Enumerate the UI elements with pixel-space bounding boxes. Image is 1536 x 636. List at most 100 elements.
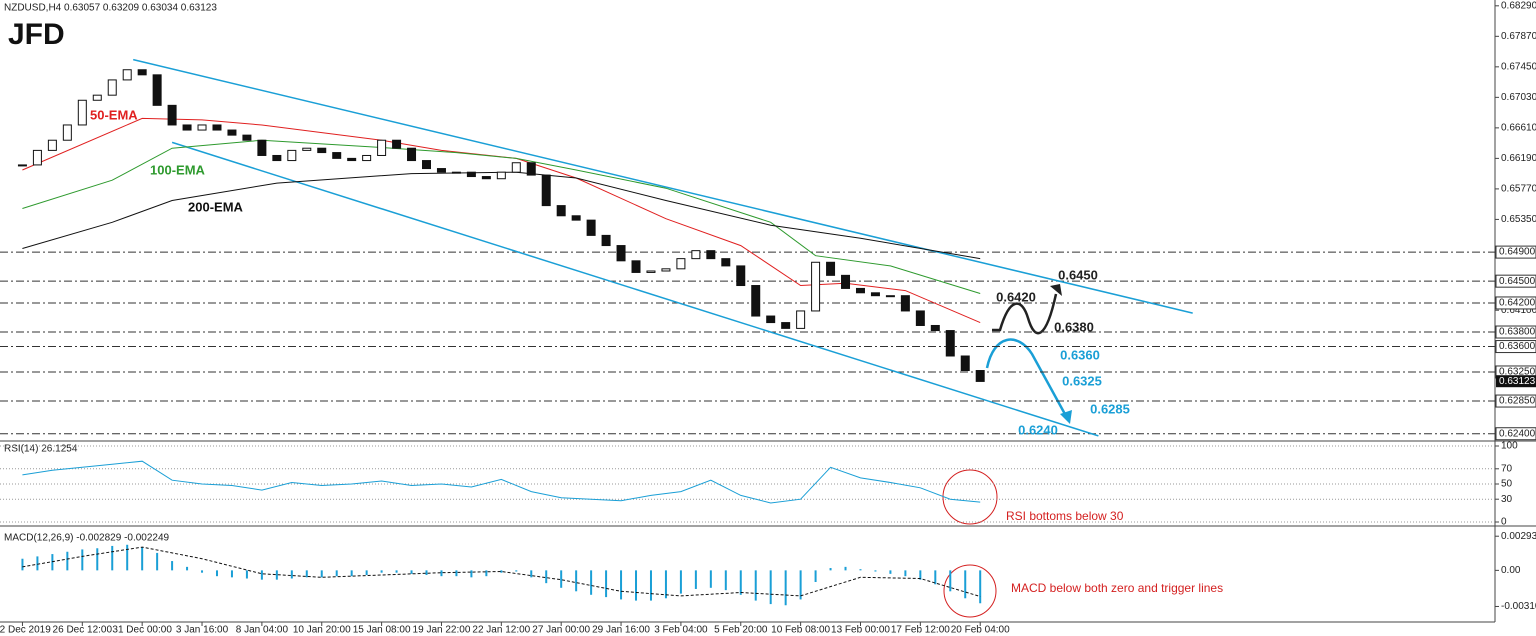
- y-tick-label: 100: [1501, 441, 1518, 452]
- candle: [392, 139, 402, 149]
- rsi-line: [22, 460, 981, 504]
- macd-bar: [440, 570, 443, 577]
- level-label: 0.62850: [1499, 396, 1536, 407]
- x-tick-label: 20 Feb 04:00: [951, 625, 1010, 636]
- candle: [676, 258, 686, 270]
- level-annotation: 0.6325: [1062, 373, 1102, 388]
- scenario-arrow: [992, 293, 1058, 335]
- y-tick-label: 0.00: [1501, 565, 1521, 576]
- macd-bar: [590, 570, 593, 595]
- candle: [900, 295, 910, 312]
- macd-bar: [395, 570, 398, 573]
- candle: [197, 124, 207, 131]
- price-box: [1496, 375, 1536, 388]
- macd-bar: [964, 570, 967, 599]
- y-tick-label: 0.65770: [1501, 184, 1536, 195]
- candle: [601, 234, 611, 247]
- candle: [287, 149, 297, 162]
- macd-bar: [784, 570, 787, 606]
- x-tick-label: 8 Jan 04:00: [236, 625, 289, 636]
- macd-bar: [410, 570, 413, 574]
- candle: [960, 355, 970, 372]
- candle: [706, 250, 716, 260]
- macd-bar: [575, 570, 578, 592]
- candle: [167, 104, 177, 126]
- level-annotation: 0.6360: [1060, 347, 1100, 362]
- macd-bar: [275, 570, 278, 580]
- y-tick-label: 30: [1501, 494, 1513, 505]
- macd-bar: [859, 569, 862, 571]
- candle: [811, 261, 821, 312]
- macd-bar: [620, 570, 623, 600]
- candle: [616, 245, 626, 262]
- candle: [631, 260, 641, 273]
- macd-bar: [919, 570, 922, 580]
- candle: [481, 176, 491, 180]
- channel-line: [171, 141, 1099, 437]
- level-annotation: 0.6240: [1018, 422, 1058, 437]
- candle: [691, 250, 701, 260]
- channel-line: [133, 58, 1193, 314]
- candle: [182, 124, 192, 131]
- level-label: 0.63600: [1499, 341, 1536, 352]
- level-box: [1495, 394, 1536, 408]
- level-box: [1495, 340, 1536, 354]
- macd-bar: [485, 570, 488, 577]
- candle: [436, 168, 446, 173]
- macd-bar: [335, 570, 338, 577]
- candle: [870, 292, 880, 297]
- candle: [721, 258, 731, 267]
- candle: [77, 99, 87, 126]
- candle: [332, 152, 342, 159]
- candle: [781, 322, 791, 329]
- annotation: RSI bottoms below 30: [1006, 509, 1124, 523]
- macd-bar: [245, 570, 248, 579]
- candle: [122, 69, 132, 81]
- scenario-arrow: [985, 338, 1068, 417]
- macd-bar: [201, 570, 204, 573]
- level-label: 0.64900: [1499, 247, 1536, 258]
- macd-bar: [230, 570, 233, 578]
- macd-bar: [290, 570, 293, 579]
- macd-bar: [560, 570, 563, 588]
- ema-line: [22, 117, 981, 324]
- rsi-title: RSI(14) 26.1254: [4, 444, 78, 455]
- candle: [586, 219, 596, 236]
- macd-bar: [694, 570, 697, 589]
- candle: [466, 171, 476, 178]
- logo: JFD: [8, 18, 65, 51]
- macd-bar: [380, 570, 383, 573]
- candle: [751, 285, 761, 317]
- candle: [915, 310, 925, 326]
- x-tick-label: 3 Jan 16:00: [176, 625, 229, 636]
- macd-bar: [156, 552, 159, 571]
- candle: [451, 171, 461, 174]
- candle: [526, 162, 536, 176]
- candle: [362, 154, 372, 162]
- level-box: [1495, 296, 1536, 310]
- macd-bar: [844, 566, 847, 571]
- macd-bar: [949, 570, 952, 592]
- macd-bar: [320, 570, 323, 578]
- candle: [855, 287, 865, 294]
- x-tick-label: 15 Jan 08:00: [353, 625, 411, 636]
- candle: [227, 129, 237, 136]
- macd-bar: [754, 570, 757, 601]
- x-tick-label: 26 Dec 12:00: [53, 625, 113, 636]
- macd-bar: [649, 570, 652, 601]
- macd-bar: [186, 566, 189, 571]
- macd-bar: [934, 570, 937, 585]
- macd-bar: [260, 570, 263, 580]
- macd-bar: [545, 570, 548, 584]
- macd-bar: [799, 570, 802, 600]
- macd-bar: [769, 570, 772, 605]
- y-tick-label: 0.68290: [1501, 0, 1536, 11]
- x-tick-label: 10 Jan 20:00: [293, 625, 351, 636]
- candle: [646, 270, 656, 273]
- macd-bar: [51, 554, 54, 571]
- y-tick-label: 0.67030: [1501, 92, 1536, 103]
- candle: [347, 157, 357, 162]
- macd-bar: [66, 551, 69, 571]
- y-tick-label: -0.003104: [1501, 601, 1536, 612]
